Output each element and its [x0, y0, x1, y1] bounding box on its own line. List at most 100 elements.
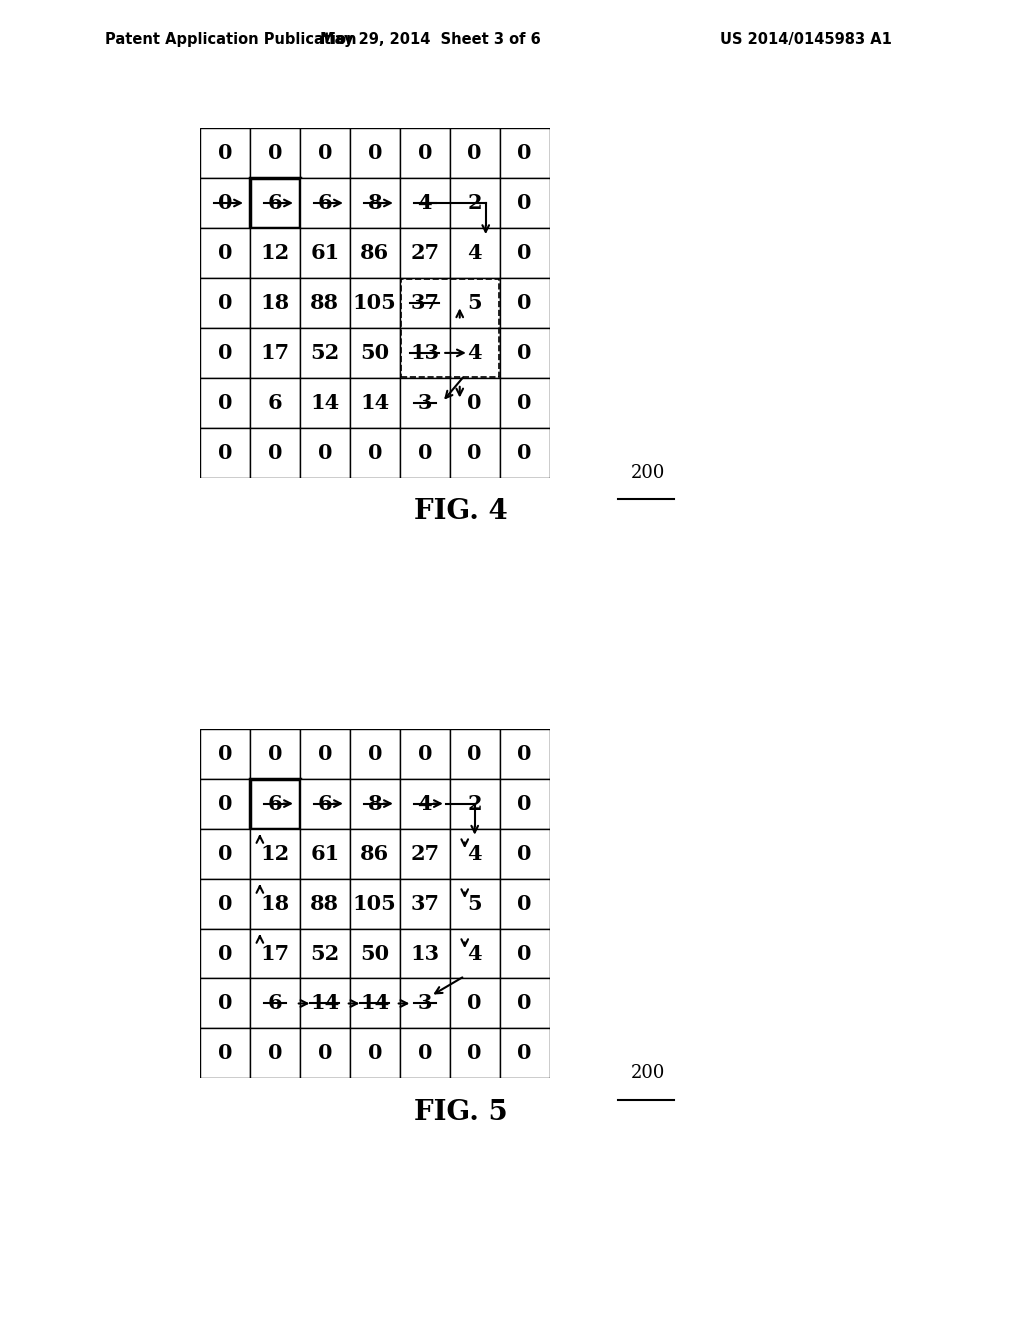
Bar: [250, 829, 300, 879]
Text: 0: 0: [468, 393, 482, 413]
Text: 50: 50: [360, 343, 389, 363]
Text: 0: 0: [267, 442, 282, 463]
Text: 105: 105: [353, 894, 396, 913]
Bar: [450, 128, 500, 178]
Text: 6: 6: [317, 193, 332, 213]
Bar: [250, 228, 300, 279]
Bar: [300, 279, 350, 327]
Bar: [250, 779, 300, 829]
Text: 0: 0: [517, 743, 531, 764]
Bar: [450, 779, 500, 829]
Text: 6: 6: [267, 994, 283, 1014]
Text: 0: 0: [218, 1043, 232, 1064]
Text: 14: 14: [360, 393, 389, 413]
Text: 27: 27: [411, 843, 439, 863]
Bar: [399, 128, 450, 178]
Text: 0: 0: [468, 743, 482, 764]
Text: 5: 5: [467, 894, 482, 913]
Bar: [450, 327, 500, 378]
Bar: [350, 327, 399, 378]
Bar: [399, 378, 450, 428]
Bar: [399, 779, 450, 829]
Text: 6: 6: [267, 793, 283, 813]
Bar: [350, 228, 399, 279]
Bar: [300, 378, 350, 428]
Text: 0: 0: [418, 1043, 432, 1064]
Bar: [200, 978, 250, 1028]
Bar: [350, 978, 399, 1028]
Bar: [500, 327, 550, 378]
Text: 0: 0: [517, 293, 531, 313]
Bar: [200, 928, 250, 978]
Bar: [300, 327, 350, 378]
Bar: [450, 279, 500, 327]
Text: 0: 0: [517, 193, 531, 213]
Text: 0: 0: [368, 1043, 382, 1064]
Bar: [500, 228, 550, 279]
Text: 52: 52: [310, 343, 339, 363]
Text: 0: 0: [468, 143, 482, 164]
Bar: [500, 829, 550, 879]
Bar: [250, 978, 300, 1028]
Text: 200: 200: [631, 1064, 666, 1082]
Text: 4: 4: [467, 243, 482, 263]
Bar: [450, 879, 500, 928]
Bar: [300, 178, 350, 228]
Text: 61: 61: [310, 243, 339, 263]
Text: 0: 0: [218, 994, 232, 1014]
Text: 12: 12: [260, 243, 290, 263]
Bar: [500, 729, 550, 779]
Bar: [200, 879, 250, 928]
Text: 0: 0: [218, 143, 232, 164]
Bar: [399, 228, 450, 279]
Text: 13: 13: [411, 343, 439, 363]
Text: 0: 0: [218, 393, 232, 413]
Bar: [399, 1028, 450, 1078]
Bar: [350, 128, 399, 178]
Bar: [250, 378, 300, 428]
Bar: [200, 327, 250, 378]
Text: 0: 0: [218, 743, 232, 764]
Bar: [250, 1028, 300, 1078]
Bar: [399, 978, 450, 1028]
Bar: [500, 178, 550, 228]
Bar: [200, 128, 250, 178]
Text: 86: 86: [360, 243, 389, 263]
Bar: [200, 779, 250, 829]
Text: 13: 13: [411, 944, 439, 964]
Text: 0: 0: [418, 743, 432, 764]
Bar: [399, 279, 450, 327]
Bar: [500, 928, 550, 978]
Text: 200: 200: [631, 463, 666, 482]
Bar: [450, 178, 500, 228]
Text: 0: 0: [267, 1043, 282, 1064]
Bar: [250, 879, 300, 928]
Text: 0: 0: [517, 994, 531, 1014]
Text: 0: 0: [368, 442, 382, 463]
Bar: [350, 378, 399, 428]
Text: 0: 0: [468, 1043, 482, 1064]
Bar: [350, 279, 399, 327]
Bar: [350, 829, 399, 879]
Bar: [200, 729, 250, 779]
Bar: [399, 928, 450, 978]
Text: 86: 86: [360, 843, 389, 863]
Bar: [500, 879, 550, 928]
Text: 6: 6: [267, 393, 283, 413]
Text: 5: 5: [467, 293, 482, 313]
Text: 18: 18: [260, 894, 290, 913]
Bar: [300, 729, 350, 779]
Bar: [350, 428, 399, 478]
Bar: [500, 978, 550, 1028]
Text: 0: 0: [517, 1043, 531, 1064]
Bar: [200, 178, 250, 228]
Text: 0: 0: [418, 143, 432, 164]
Text: 0: 0: [517, 442, 531, 463]
Text: 0: 0: [517, 343, 531, 363]
Text: 0: 0: [267, 743, 282, 764]
Bar: [300, 428, 350, 478]
Bar: [250, 279, 300, 327]
Text: 0: 0: [468, 442, 482, 463]
Bar: [450, 378, 500, 428]
Bar: [350, 729, 399, 779]
